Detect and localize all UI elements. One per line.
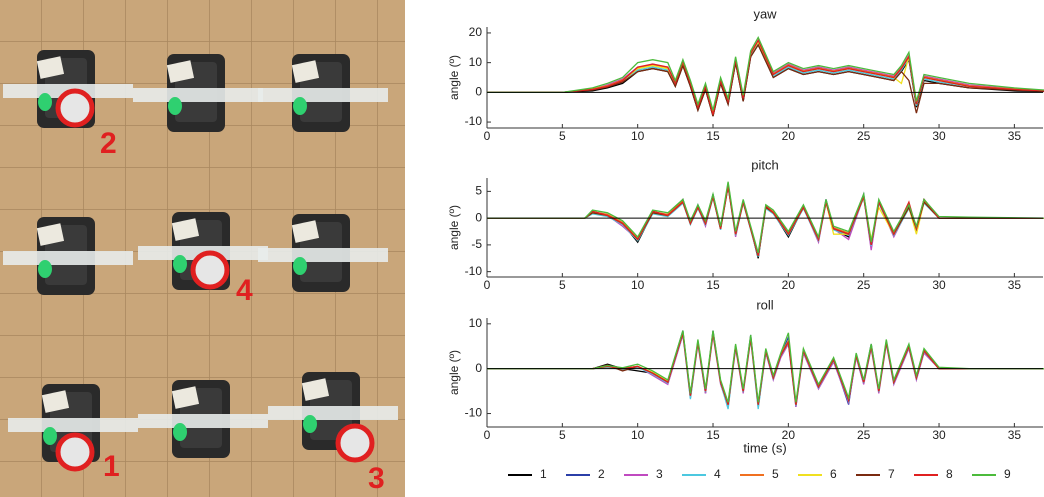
- series-line: [487, 184, 1044, 255]
- photo-label: 2: [100, 127, 117, 160]
- y-tick-label: -10: [465, 406, 483, 420]
- series-line: [487, 35, 1044, 111]
- y-tick-label: 20: [469, 25, 483, 39]
- marker-circle: [55, 88, 95, 128]
- marker-circle: [335, 423, 375, 463]
- chart-title: roll: [756, 297, 773, 312]
- y-tick-label: 10: [469, 55, 483, 69]
- chart-title: yaw: [753, 6, 777, 21]
- y-axis-label: angle (º): [447, 350, 461, 395]
- series-line: [487, 330, 1044, 403]
- series-line: [487, 185, 1044, 256]
- x-tick-label: 35: [1008, 129, 1022, 143]
- photo: 2 4 1 3: [0, 0, 405, 497]
- series-line: [487, 181, 1044, 254]
- legend-label: 1: [540, 467, 547, 481]
- x-tick-label: 5: [559, 428, 566, 442]
- x-tick-label: 5: [559, 129, 566, 143]
- chart-title: pitch: [751, 157, 778, 172]
- x-tick-label: 10: [631, 278, 645, 292]
- series-line: [487, 333, 1044, 410]
- x-tick-label: 10: [631, 129, 645, 143]
- series-line: [487, 39, 1044, 113]
- series-line: [487, 185, 1044, 256]
- y-tick-label: 5: [475, 184, 482, 198]
- y-axis-label: angle (º): [447, 55, 461, 100]
- markers: [55, 88, 375, 472]
- x-tick-label: 25: [857, 278, 871, 292]
- series-line: [487, 186, 1044, 257]
- legend-label: 5: [772, 467, 779, 481]
- plot-lines: [487, 181, 1044, 259]
- y-tick-label: 0: [475, 85, 482, 99]
- x-tick-label: 0: [484, 278, 491, 292]
- x-tick-label: 20: [782, 428, 796, 442]
- series-line: [487, 334, 1044, 408]
- plot-lines: [487, 330, 1044, 410]
- x-tick-label: 20: [782, 278, 796, 292]
- marker-circle: [55, 432, 95, 472]
- legend-label: 8: [946, 467, 953, 481]
- legend-label: 6: [830, 467, 837, 481]
- x-tick-label: 10: [631, 428, 645, 442]
- photo-label: 4: [236, 274, 253, 307]
- y-tick-label: 0: [475, 210, 482, 224]
- x-tick-label: 15: [706, 278, 720, 292]
- x-tick-label: 30: [932, 428, 946, 442]
- photo-label: 3: [368, 462, 385, 495]
- x-axis-label: time (s): [743, 440, 786, 455]
- series-line: [487, 185, 1044, 259]
- legend-label: 3: [656, 467, 663, 481]
- x-tick-label: 0: [484, 129, 491, 143]
- series-line: [487, 183, 1044, 256]
- x-tick-label: 25: [857, 428, 871, 442]
- y-tick-label: 0: [475, 361, 482, 375]
- x-tick-label: 15: [706, 428, 720, 442]
- x-tick-label: 35: [1008, 428, 1022, 442]
- x-tick-label: 35: [1008, 278, 1022, 292]
- legend-label: 7: [888, 467, 895, 481]
- y-tick-label: -10: [465, 114, 483, 128]
- y-tick-label: -5: [471, 237, 482, 251]
- x-tick-label: 0: [484, 428, 491, 442]
- y-tick-label: 10: [469, 316, 483, 330]
- x-tick-label: 30: [932, 278, 946, 292]
- series-line: [487, 38, 1044, 115]
- x-tick-label: 25: [857, 129, 871, 143]
- series-line: [487, 185, 1044, 256]
- x-tick-label: 30: [932, 129, 946, 143]
- photo-label: 1: [103, 450, 120, 483]
- series-line: [487, 185, 1044, 256]
- x-tick-label: 5: [559, 278, 566, 292]
- x-tick-label: 20: [782, 129, 796, 143]
- marker-circle: [190, 250, 230, 290]
- legend-label: 2: [598, 467, 605, 481]
- legend-label: 4: [714, 467, 721, 481]
- y-tick-label: -10: [465, 264, 483, 278]
- legend-label: 9: [1004, 467, 1011, 481]
- series-line: [487, 39, 1044, 112]
- y-axis-label: angle (º): [447, 205, 461, 250]
- x-tick-label: 15: [706, 129, 720, 143]
- plot-lines: [487, 35, 1044, 117]
